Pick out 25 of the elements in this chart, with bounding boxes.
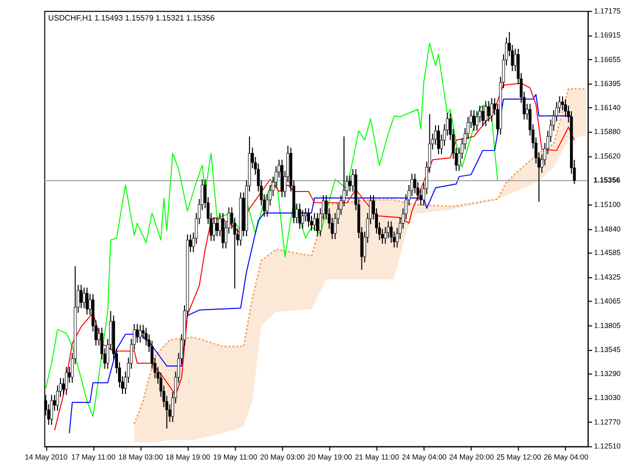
candlestick <box>487 100 490 122</box>
line-series <box>45 42 498 417</box>
candlestick <box>86 287 88 316</box>
candlestick <box>82 287 86 309</box>
candlestick <box>348 175 352 192</box>
candlestick <box>434 124 437 146</box>
candlestick <box>472 110 476 132</box>
candlestick <box>390 220 393 244</box>
candlestick <box>216 217 218 237</box>
candlestick <box>316 212 319 237</box>
candlestick <box>136 324 139 344</box>
candlestick <box>64 366 68 396</box>
candlestick <box>481 105 484 127</box>
candlestick <box>484 100 488 127</box>
chart-title: USDCHF,H1 1.15493 1.15579 1.15321 1.15356 <box>48 14 216 23</box>
candlestick <box>490 98 494 122</box>
candlestick <box>307 208 310 228</box>
candlestick <box>437 124 440 155</box>
candlestick <box>313 212 316 232</box>
candlestick <box>298 203 302 230</box>
candlestick <box>301 210 304 230</box>
candlestick <box>80 284 83 309</box>
candlestick <box>138 324 142 344</box>
candlestick <box>212 217 216 242</box>
candlestick <box>50 394 54 426</box>
